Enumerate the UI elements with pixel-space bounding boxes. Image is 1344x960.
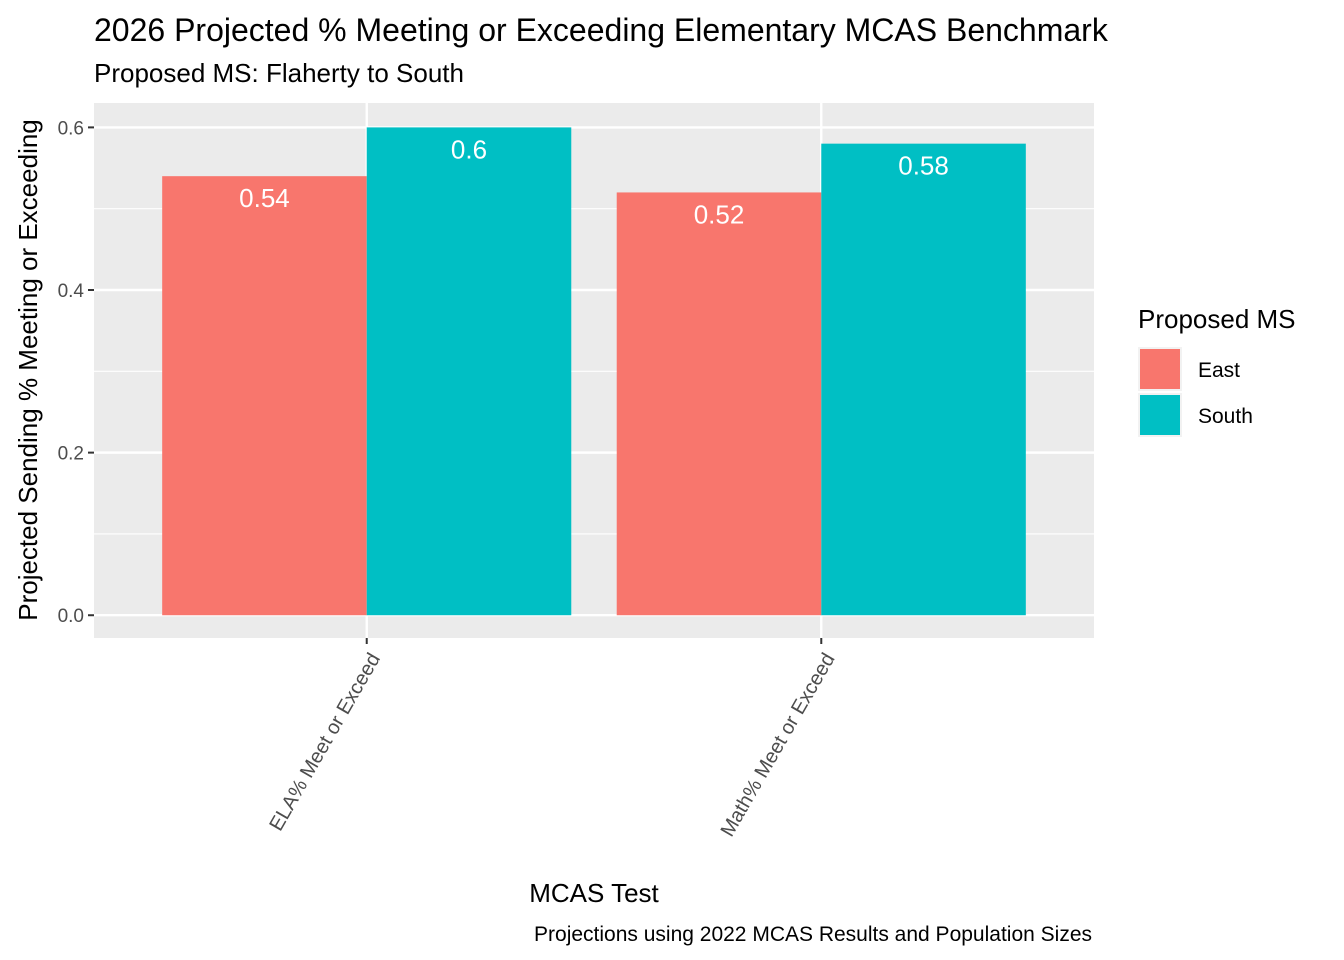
legend-title: Proposed MS: [1138, 304, 1296, 334]
bar-east: [162, 176, 367, 616]
bar-east: [616, 192, 822, 616]
data-label: 0.6: [451, 134, 487, 164]
x-axis: ELA% Meet or Exceed Math% Meet or Exceed: [265, 638, 840, 841]
data-labels: 0.54 0.52 0.6 0.58: [239, 134, 949, 229]
data-label: 0.52: [694, 199, 745, 229]
legend-swatch-east: [1140, 349, 1180, 389]
legend-swatch-south: [1140, 395, 1180, 435]
y-tick-label: 0.6: [58, 118, 84, 139]
data-label: 0.54: [239, 183, 290, 213]
y-axis-title: Projected Sending % Meeting or Exceeding: [13, 119, 43, 621]
x-axis-title: MCAS Test: [529, 878, 659, 908]
legend-label: East: [1198, 359, 1240, 382]
data-label: 0.58: [898, 151, 949, 181]
legend-label: South: [1198, 405, 1253, 428]
x-tick-label: Math% Meet or Exceed: [717, 650, 840, 841]
chart-caption: Projections using 2022 MCAS Results and …: [534, 923, 1092, 946]
bars: [162, 127, 1026, 616]
y-tick-label: 0.2: [58, 444, 84, 465]
y-axis: 0.0 0.2 0.4 0.6: [58, 118, 94, 627]
bar-south: [366, 127, 572, 616]
x-tick-label: ELA% Meet or Exceed: [265, 650, 385, 835]
bar-south: [821, 143, 1026, 616]
chart-title: 2026 Projected % Meeting or Exceeding El…: [94, 12, 1109, 48]
y-tick-label: 0.0: [58, 606, 84, 627]
legend: Proposed MS East South: [1138, 304, 1296, 437]
chart-subtitle: Proposed MS: Flaherty to South: [94, 58, 464, 88]
y-tick-label: 0.4: [58, 281, 85, 302]
